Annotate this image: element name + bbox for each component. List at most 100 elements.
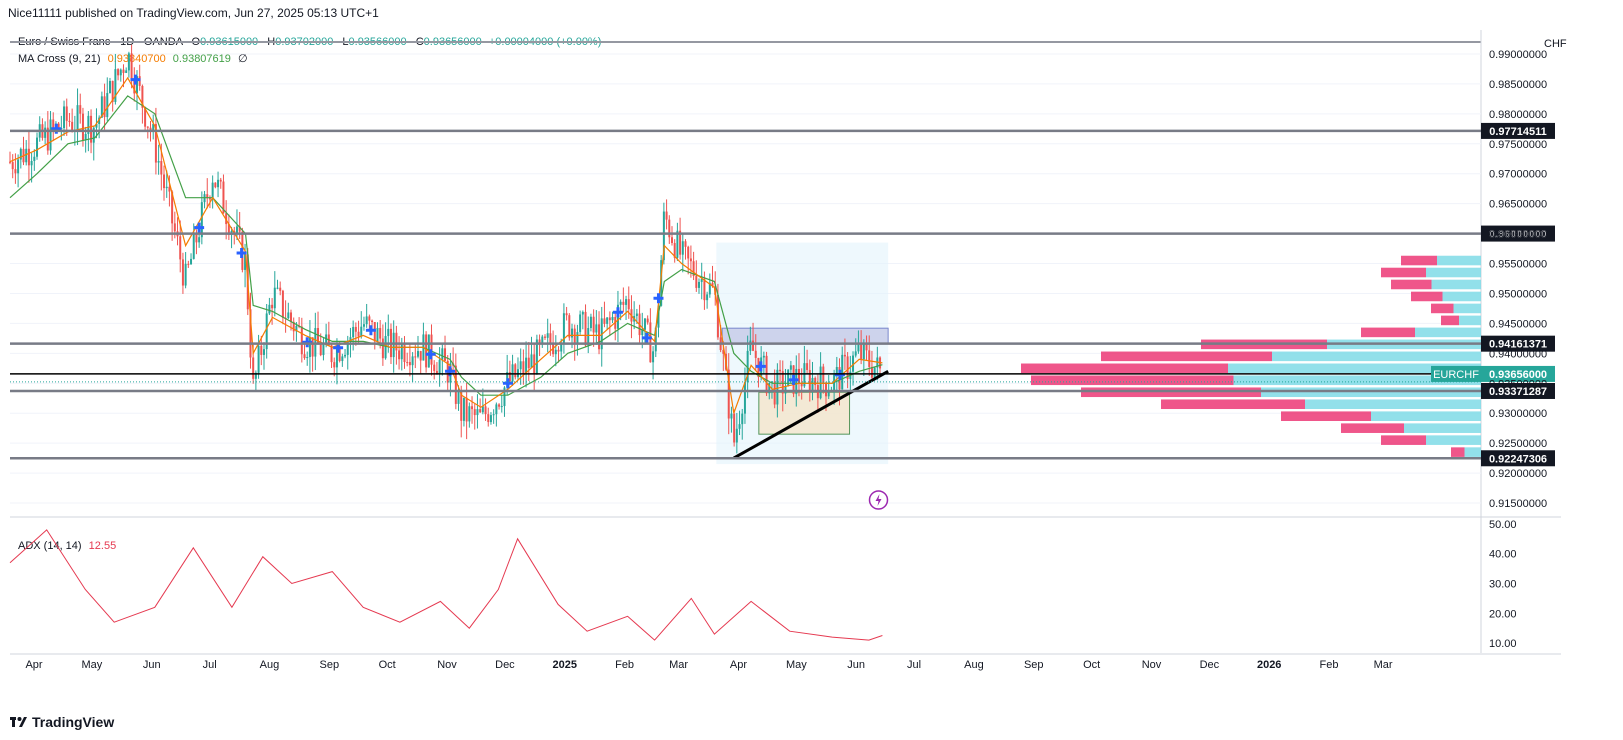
candle-body <box>76 105 79 130</box>
candle-body <box>787 369 790 387</box>
candle-body <box>527 357 530 368</box>
candle-body <box>49 119 52 151</box>
current-price-label-bg <box>1481 365 1555 382</box>
candle-body <box>560 344 563 352</box>
candle-body <box>200 202 203 238</box>
volume-profile-down-bar <box>1391 279 1432 290</box>
volume-profile-up-bar <box>1464 447 1481 457</box>
candle-body <box>173 223 176 232</box>
candle-body <box>546 333 549 338</box>
candle-body <box>495 404 498 415</box>
time-tick-label: 2026 <box>1257 659 1281 671</box>
candle-body <box>687 246 690 259</box>
candle-body <box>492 414 495 416</box>
candle-body <box>730 413 733 419</box>
candle-body <box>341 356 344 361</box>
volume-profile-down-bar <box>1411 291 1443 302</box>
adx-legend[interactable]: ADX (14, 14) 12.55 <box>18 540 116 552</box>
candle-body <box>457 391 460 404</box>
candle-body <box>179 236 182 260</box>
time-tick-label: Aug <box>964 659 984 671</box>
time-tick-label: Jun <box>143 659 161 671</box>
candle-body <box>257 345 260 373</box>
candle-body <box>554 349 557 355</box>
candle-body <box>371 320 374 323</box>
candle-body <box>460 391 463 421</box>
candle-body <box>862 342 865 360</box>
price-tick-label: 0.93500000 <box>1489 378 1547 390</box>
ma-cross-marker <box>788 374 799 385</box>
tradingview-footer[interactable]: TradingView <box>10 714 114 730</box>
volume-profile-up-bar <box>1437 255 1481 266</box>
candle-body <box>444 348 447 361</box>
volume-profile-up-bar <box>1426 435 1481 445</box>
candle-body <box>627 299 630 310</box>
candle-body <box>752 340 755 351</box>
support-trendline[interactable] <box>733 369 889 460</box>
candle-body <box>25 148 28 163</box>
time-tick-label: Aug <box>260 659 280 671</box>
ma-cross-marker <box>425 349 436 360</box>
candle-body <box>417 351 420 357</box>
candle-body <box>276 287 279 289</box>
candle-body <box>797 368 800 383</box>
candle-body <box>646 318 649 323</box>
candle-body <box>571 328 574 338</box>
candle-body <box>641 329 644 336</box>
price-tick-label: 0.95500000 <box>1489 259 1547 271</box>
candle-body <box>79 105 82 114</box>
candle-body <box>673 242 676 258</box>
candle-body <box>63 106 66 129</box>
candle-body <box>84 133 87 141</box>
candle-body <box>346 341 349 355</box>
candle-body <box>743 382 746 414</box>
candle-body <box>741 413 744 425</box>
ma-cross-marker <box>834 369 845 380</box>
candle-body <box>652 351 655 363</box>
candle-body <box>541 336 544 345</box>
current-price-label[interactable]: 0.93656000 <box>1489 369 1547 381</box>
candle-body <box>746 350 749 383</box>
time-tick-label: Apr <box>25 659 42 671</box>
price-level-label[interactable]: 0.93371287 <box>1489 386 1547 398</box>
candle-body <box>533 354 536 374</box>
candle-body <box>530 354 533 368</box>
current-symbol-label[interactable]: EURCHF <box>1433 369 1479 381</box>
price-level-label-bg <box>1481 122 1555 139</box>
candle-body <box>279 287 282 291</box>
horizontal-levels[interactable]: 0.97714511 0.96000000 0.94161371 0.93371287… <box>10 122 1555 510</box>
candle-body <box>841 354 844 390</box>
candle-body <box>584 311 587 346</box>
candle-body <box>157 161 160 163</box>
candle-body <box>260 345 263 355</box>
ma-cross-marker <box>653 293 664 304</box>
price-level-label[interactable]: 0.94161371 <box>1489 339 1547 351</box>
candle-body <box>90 115 93 143</box>
candle-body <box>735 428 738 443</box>
candle-body <box>868 350 871 367</box>
candle-body <box>589 316 592 329</box>
candle-body <box>479 409 482 413</box>
price-level-label[interactable]: 0.97714511 <box>1489 126 1547 138</box>
ma-cross-legend[interactable]: MA Cross (9, 21) 0.93840700 0.93807619 ∅ <box>18 52 248 65</box>
candle-body <box>354 326 357 332</box>
ma-cross-marker <box>302 337 313 348</box>
price-tick-label: 0.96000000 <box>1489 229 1547 241</box>
ma-cross-marker <box>194 222 205 233</box>
volume-profile-down-bar <box>1431 303 1454 314</box>
candle-body <box>271 304 274 309</box>
candle-body <box>381 338 384 359</box>
candle-body <box>114 69 117 102</box>
candle-body <box>435 370 438 375</box>
tradingview-logo-icon <box>10 717 27 727</box>
candle-body <box>400 344 403 360</box>
price-level-label[interactable]: 0.96000000 <box>1489 229 1547 241</box>
candle-body <box>292 321 295 332</box>
currency-label[interactable]: CHF <box>1544 38 1567 50</box>
candle-body <box>611 316 614 321</box>
candle-body <box>238 226 241 232</box>
price-level-label[interactable]: 0.92247306 <box>1489 453 1547 465</box>
candle-body <box>14 169 17 174</box>
ma-cross-marker <box>755 361 766 372</box>
